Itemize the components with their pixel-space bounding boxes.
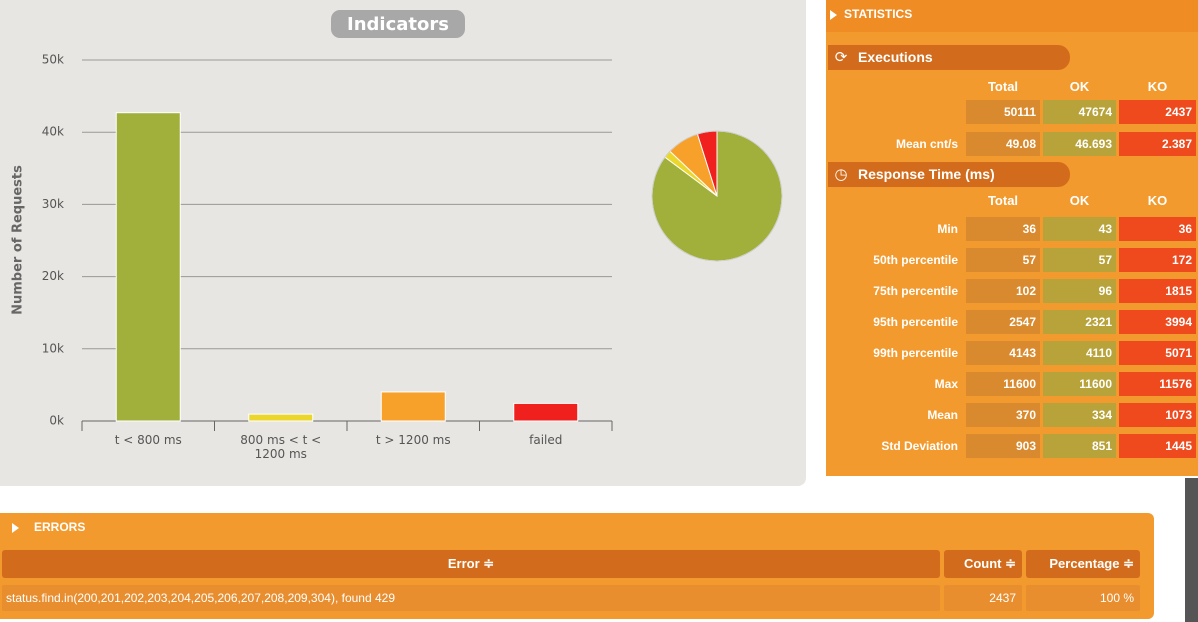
error-cell: 100 % — [1026, 585, 1140, 611]
row-label: 50th percentile — [873, 253, 958, 267]
y-tick-label: 20k — [42, 269, 64, 283]
stat-cell: 50111 — [966, 100, 1040, 124]
stat-cell: 5071 — [1119, 341, 1196, 365]
collapse-arrow — [830, 10, 837, 20]
x-tick-label: failed — [529, 433, 563, 447]
scrollbar — [1185, 478, 1198, 622]
stat-cell: 370 — [966, 403, 1040, 427]
row-label: 75th percentile — [873, 284, 958, 298]
stat-cell: 46.693 — [1043, 132, 1116, 156]
stat-cell: 49.08 — [966, 132, 1040, 156]
stat-cell: 36 — [966, 217, 1040, 241]
stat-cell: 1815 — [1119, 279, 1196, 303]
stat-cell: 2437 — [1119, 100, 1196, 124]
pie-border — [651, 130, 783, 262]
y-tick-label: 30k — [42, 197, 64, 211]
row-label: 95th percentile — [873, 315, 958, 329]
stat-cell: 172 — [1119, 248, 1196, 272]
bar — [115, 112, 181, 422]
stat-cell: 2321 — [1043, 310, 1116, 334]
bar — [380, 391, 446, 422]
row-label: Min — [937, 222, 958, 236]
x-tick-label: t > 1200 ms — [375, 433, 451, 447]
stat-cell: 1073 — [1119, 403, 1196, 427]
error-column-header: Percentage ≑ — [1026, 550, 1140, 578]
collapse-arrow — [12, 523, 19, 533]
row-label: Mean cnt/s — [895, 137, 958, 151]
stat-cell: 851 — [1043, 434, 1116, 458]
stat-cell: 96 — [1043, 279, 1116, 303]
errors-panel: ERRORS Error ≑ Count ≑ Percentage ≑ status.… — [0, 513, 1154, 619]
stat-cell: 4143 — [966, 341, 1040, 365]
column-header: KO — [1147, 193, 1168, 208]
y-axis-label: Number of Requests — [11, 165, 26, 315]
stat-cell: 2547 — [966, 310, 1040, 334]
icon: ◷ — [834, 166, 848, 183]
error-column-header: Count ≑ — [944, 550, 1022, 578]
x-tick-label: 800 ms < t < 1200 ms — [240, 433, 322, 461]
errors-title: ERRORS — [34, 520, 86, 534]
row-label: Mean — [927, 408, 958, 422]
error-cell: status.find.in(200,201,202,203,204,205,2… — [2, 585, 940, 611]
error-column-header: Error ≑ — [2, 550, 940, 578]
stat-cell: 11600 — [1043, 372, 1116, 396]
y-tick-label: 50k — [42, 53, 64, 67]
bar — [248, 413, 314, 422]
stat-cell: 43 — [1043, 217, 1116, 241]
stat-cell: 334 — [1043, 403, 1116, 427]
stat-cell: 57 — [966, 248, 1040, 272]
stat-cell: 36 — [1119, 217, 1196, 241]
statistics-panel: STATISTICS Executions ⟳ Response Time (m… — [826, 0, 1198, 476]
error-cell: 2437 — [944, 585, 1022, 611]
column-header: OK — [1069, 193, 1090, 208]
column-header: KO — [1147, 79, 1168, 94]
icon: ⟳ — [834, 49, 848, 66]
y-tick-label: 40k — [42, 125, 64, 139]
row-label: Max — [934, 377, 958, 391]
executions-tab: Executions — [828, 45, 1070, 70]
row-label: 99th percentile — [873, 346, 958, 360]
stat-cell: 47674 — [1043, 100, 1116, 124]
stat-cell: 11576 — [1119, 372, 1196, 396]
response-time-tab: Response Time (ms) — [828, 162, 1070, 187]
stat-cell: 3994 — [1119, 310, 1196, 334]
stat-cell: 102 — [966, 279, 1040, 303]
stat-cell: 903 — [966, 434, 1040, 458]
row-label: Std Deviation — [881, 439, 958, 453]
stat-cell: 2.387 — [1119, 132, 1196, 156]
column-header: Total — [987, 79, 1019, 94]
y-tick-label: 0k — [49, 414, 64, 428]
column-header: OK — [1069, 79, 1090, 94]
stat-cell: 57 — [1043, 248, 1116, 272]
stat-cell: 11600 — [966, 372, 1040, 396]
y-tick-label: 10k — [42, 341, 64, 355]
bar — [513, 402, 579, 422]
chart-panel: Indicators Number of Requests 0k 10k 20k 30… — [0, 0, 806, 486]
chart: Indicators Number of Requests 0k 10k 20k 30… — [11, 10, 783, 431]
chart-title: Indicators — [347, 14, 449, 35]
stat-cell: 1445 — [1119, 434, 1196, 458]
stat-cell: 4110 — [1043, 341, 1116, 365]
title-pill — [331, 10, 465, 38]
column-header: Total — [987, 193, 1019, 208]
x-tick-label: t < 800 ms — [114, 433, 182, 447]
statistics-title: STATISTICS — [826, 0, 1198, 32]
